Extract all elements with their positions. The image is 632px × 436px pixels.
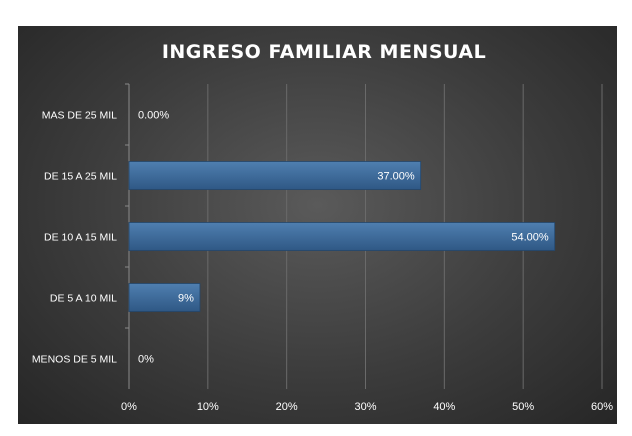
bar <box>128 222 556 251</box>
category-label: MAS DE 25 MIL <box>42 110 117 122</box>
x-tick-label: 40% <box>433 401 455 413</box>
data-label: 0% <box>138 354 154 366</box>
x-tick-label: 0% <box>121 401 137 413</box>
data-label: 54.00% <box>511 232 549 244</box>
x-tick-label: 60% <box>591 401 613 413</box>
data-label: 0.00% <box>138 110 169 122</box>
category-label: DE 15 A 25 MIL <box>44 171 117 183</box>
axis <box>125 83 130 389</box>
category-label: DE 10 A 15 MIL <box>44 232 117 244</box>
labels: 0% 10% 20% 30% 40% 50% 60% MAS DE 25 MIL 0.00% DE… <box>32 110 613 414</box>
bars <box>128 161 556 312</box>
chart-title: INGRESO FAMILIAR MENSUAL <box>162 41 486 63</box>
x-tick-label: 30% <box>354 401 376 413</box>
x-tick-label: 20% <box>276 401 298 413</box>
chart-area: INGRESO FAMILIAR MENSUAL 0% 10% 20% 30% 40% 5… <box>18 26 617 424</box>
category-label: DE 5 A 10 MIL <box>50 293 117 305</box>
category-label: MENOS DE 5 MIL <box>32 354 117 366</box>
bar-chart: INGRESO FAMILIAR MENSUAL 0% 10% 20% 30% 40% 5… <box>32 41 613 414</box>
bar <box>128 161 422 190</box>
bar <box>128 283 201 312</box>
x-tick-label: 50% <box>512 401 534 413</box>
x-tick-label: 10% <box>197 401 219 413</box>
data-label: 37.00% <box>377 171 415 183</box>
data-label: 9% <box>178 293 194 305</box>
